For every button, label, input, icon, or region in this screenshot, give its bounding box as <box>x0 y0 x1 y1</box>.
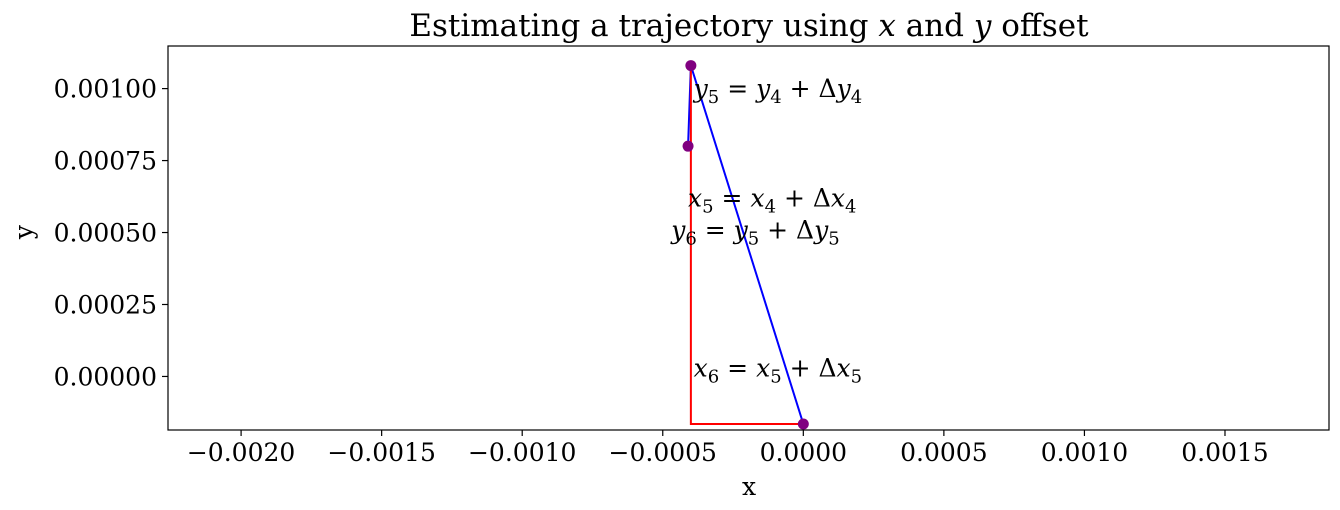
x-tick-label: 0.0010 <box>1041 438 1128 467</box>
annotation-y6: y6​ = y5​ + Δy5​ <box>670 215 839 249</box>
x-tick-label: −0.0020 <box>187 438 295 467</box>
x-tick-label: 0.0005 <box>900 438 987 467</box>
plot-frame <box>167 45 1330 431</box>
x-tick-label: −0.0005 <box>609 438 717 467</box>
y-tick-label: 0.00025 <box>54 290 157 319</box>
data-point <box>797 418 809 430</box>
title-part: and <box>896 8 974 44</box>
x-tick-label: 0.0015 <box>1181 438 1268 467</box>
x-axis-label: x <box>742 472 756 501</box>
title-part: y <box>972 8 992 44</box>
x-tick-label: −0.0015 <box>327 438 435 467</box>
y-tick-label: 0.00000 <box>54 362 157 391</box>
title-part: offset <box>991 8 1089 44</box>
x-tick-label: 0.0000 <box>760 438 847 467</box>
data-point <box>685 60 697 72</box>
y-axis: 0.00000 0.00025 0.00050 0.00075 0.00100 <box>54 75 168 391</box>
annotation-x6: x6​ = x5​ + Δx5​ <box>694 354 862 388</box>
chart-title: Estimating a trajectory using x and y of… <box>409 8 1089 44</box>
x-tick-label: −0.0010 <box>468 438 576 467</box>
x-axis: −0.0020 −0.0015 −0.0010 −0.0005 0.0000 0.0005… <box>187 430 1269 467</box>
title-part: Estimating a trajectory using <box>409 8 878 44</box>
plot-area: y5​ = y4​ + Δy4​ x5​ = x4​ + Δx4​y6​ = y5… <box>670 60 862 430</box>
title-part: x <box>878 8 896 44</box>
y-tick-label: 0.00050 <box>54 219 157 248</box>
y-axis-label: y <box>9 224 38 240</box>
annotation-x5: x5​ = x4​ + Δx4​ <box>688 184 856 218</box>
y-tick-label: 0.00100 <box>54 75 157 104</box>
annotation-y5: y5​ = y4​ + Δy4​ <box>693 74 862 108</box>
y-tick-label: 0.00075 <box>54 147 157 176</box>
data-point <box>682 140 694 152</box>
series-line-red-offset <box>689 65 804 425</box>
